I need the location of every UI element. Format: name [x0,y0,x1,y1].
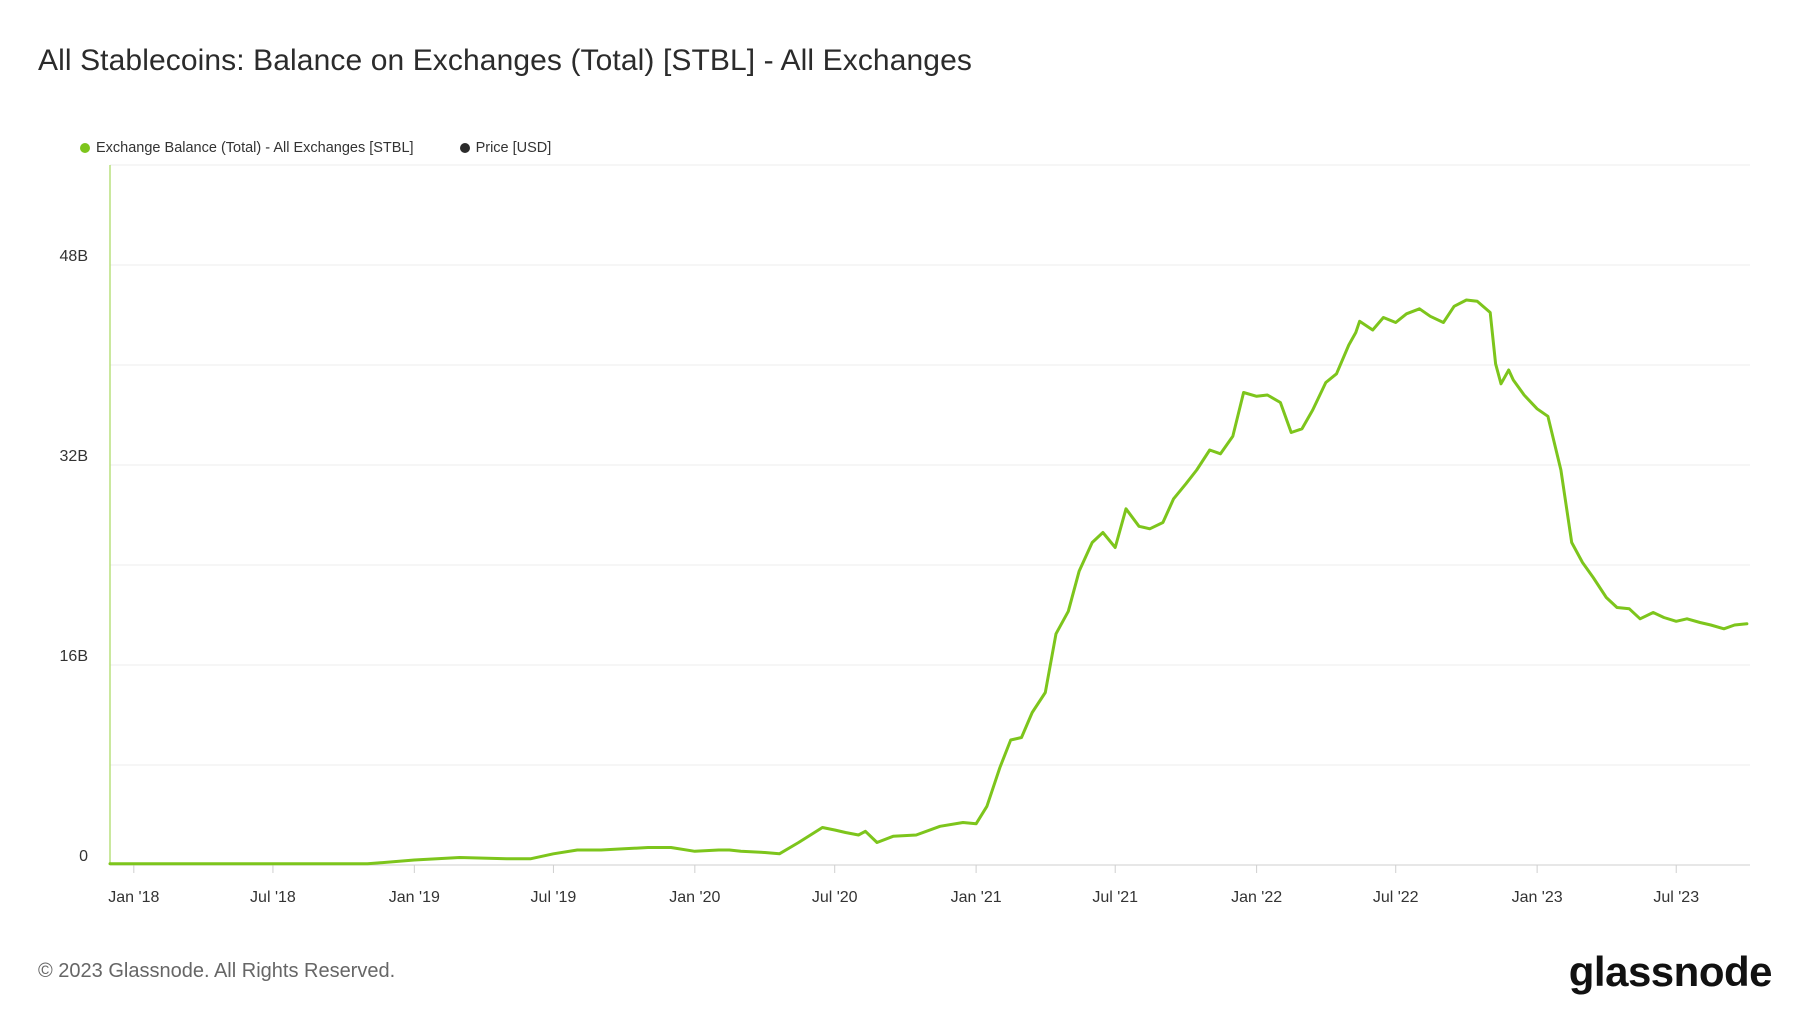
series-layer[interactable] [108,298,1749,866]
glassnode-logo: glassnode [1568,948,1773,995]
y-axis-ticks: 0 16B 32B 48B [60,248,89,865]
axes [109,165,1750,866]
chart-title: All Stablecoins: Balance on Exchanges (T… [38,44,972,77]
x-tick-label: Jul '21 [1092,889,1138,906]
x-tick-label: Jan '21 [951,889,1002,906]
x-tick-label: Jan '20 [669,889,720,906]
y-tick-label: 32B [60,448,88,465]
legend-label-price: Price [USD] [475,140,552,156]
chart-legend: Exchange Balance (Total) - All Exchanges… [80,140,551,156]
y-tick-label: 48B [60,248,88,265]
x-tick-label: Jul '22 [1373,889,1419,906]
legend-dot-black [459,143,470,153]
legend-dot-green [80,143,90,153]
x-axis-ticks: Jan '18 Jul '18 Jan '19 Jul '19 Jan '20 Jul '… [108,865,1699,906]
x-tick-label: Jul '20 [812,889,858,906]
x-tick-label: Jan '23 [1512,889,1563,906]
x-tick-label: Jan '18 [108,889,159,906]
series-line-exchange-balance[interactable] [108,298,1749,866]
x-tick-label: Jul '19 [531,889,577,906]
legend-label-exchange-balance: Exchange Balance (Total) - All Exchanges… [96,140,414,156]
y-tick-label: 16B [60,648,88,665]
x-tick-label: Jan '22 [1231,889,1282,906]
x-tick-label: Jan '19 [389,889,440,906]
x-tick-label: Jul '18 [250,889,296,906]
y-tick-label: 0 [79,848,88,865]
legend-item-exchange-balance[interactable]: Exchange Balance (Total) - All Exchanges… [80,140,414,156]
x-tick-label: Jul '23 [1653,889,1699,906]
copyright-footer: © 2023 Glassnode. All Rights Reserved. [38,960,396,982]
gridlines [110,164,1750,766]
legend-item-price[interactable]: Price [USD] [459,140,552,156]
